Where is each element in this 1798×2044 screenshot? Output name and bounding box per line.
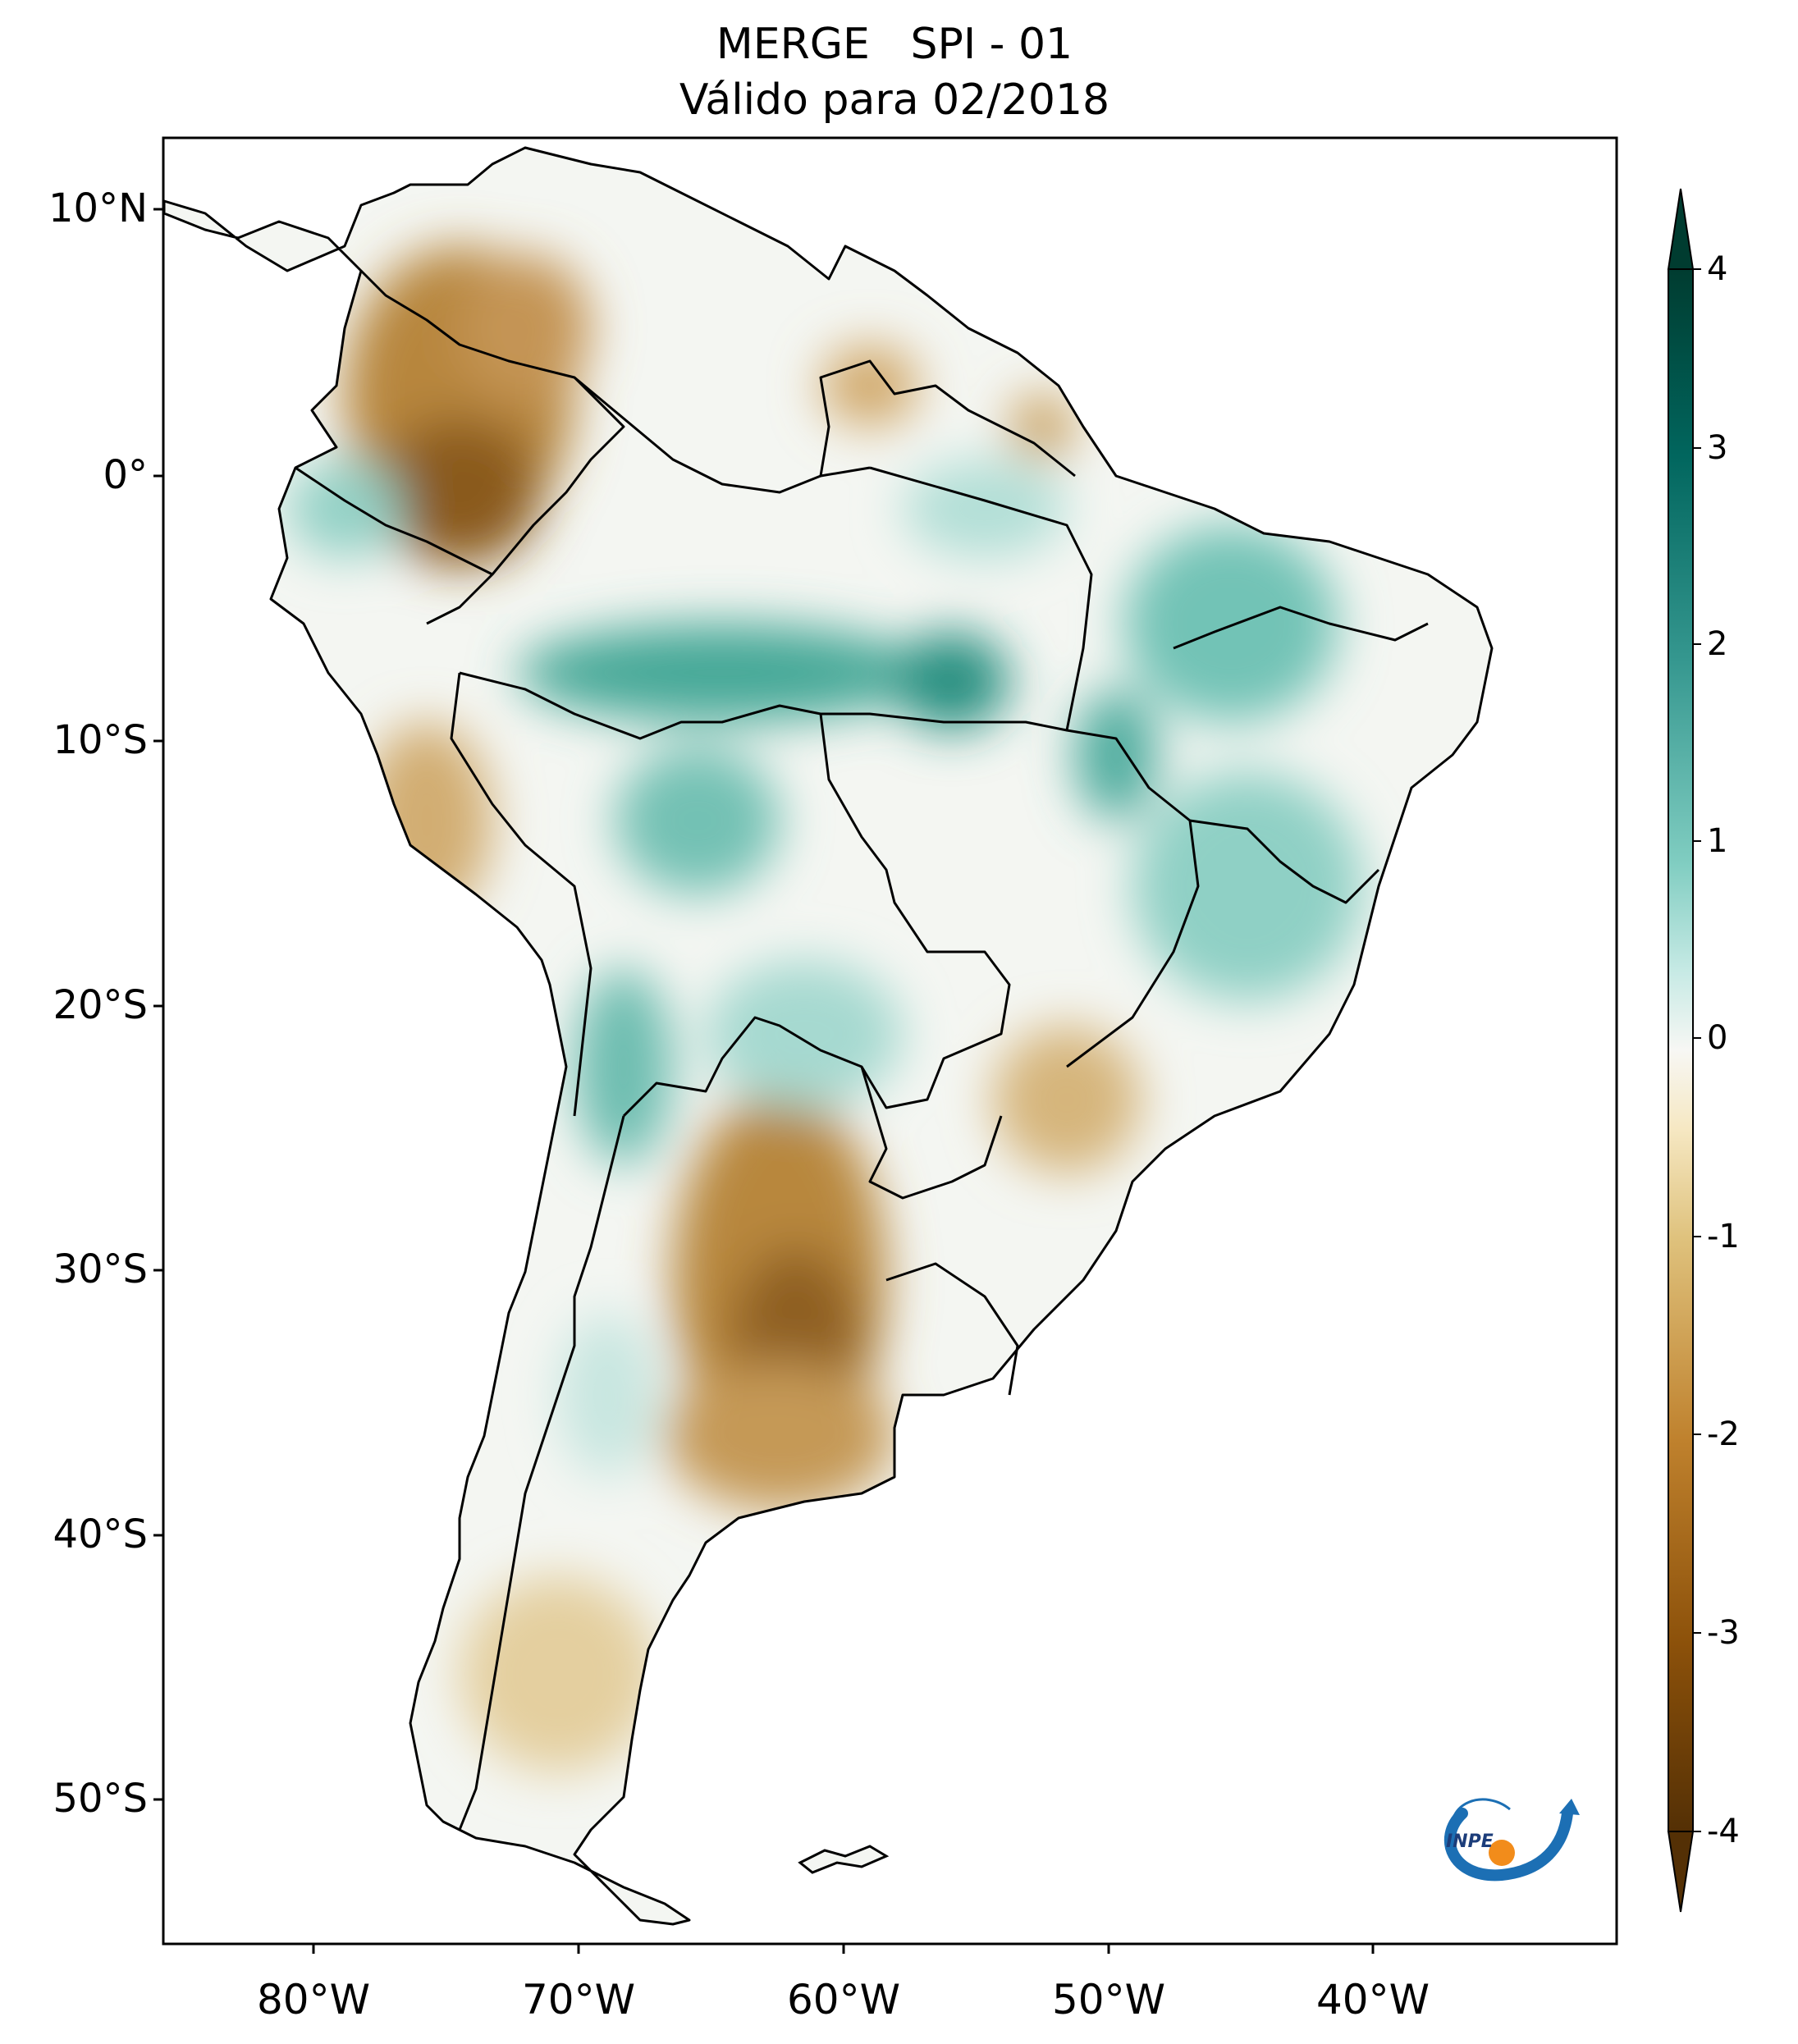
lat-label-0: 0° (103, 452, 148, 498)
axis-ticks (153, 208, 1375, 1954)
map-frame (162, 136, 1618, 1946)
inpe-logo-text: INPE (1446, 1831, 1494, 1852)
lat-label-10s: 10°S (53, 717, 148, 763)
colorbar-tick-label: -1 (1707, 1218, 1740, 1255)
lat-label-10n: 10°N (48, 185, 148, 231)
inpe-logo (1443, 1798, 1580, 1882)
colorbar-tick-label: 3 (1707, 429, 1728, 467)
colorbar (1667, 188, 1701, 1913)
lon-label-50w: 50°W (1051, 1976, 1166, 2023)
colorbar-tick-label: -4 (1707, 1813, 1740, 1850)
lat-label-50s: 50°S (53, 1776, 148, 1822)
lon-label-40w: 40°W (1315, 1976, 1430, 2023)
colorbar-tick-label: -2 (1707, 1415, 1740, 1453)
colorbar-tick-label: 0 (1707, 1019, 1728, 1057)
lat-label-40s: 40°S (53, 1511, 148, 1557)
title-line-2: Válido para 02/2018 (679, 75, 1110, 125)
colorbar-tick-label: 2 (1707, 625, 1728, 663)
coastline (163, 146, 1494, 1926)
country-borders (295, 269, 1429, 1831)
lon-label-60w: 60°W (786, 1976, 901, 2023)
lon-label-70w: 70°W (521, 1976, 636, 2023)
title-line-1: MERGE SPI - 01 (716, 20, 1073, 69)
lat-label-20s: 20°S (53, 982, 148, 1028)
colorbar-tick-label: -3 (1707, 1614, 1740, 1652)
colorbar-tick-label: 4 (1707, 250, 1728, 288)
lat-label-30s: 30°S (53, 1246, 148, 1292)
colorbar-tick-label: 1 (1707, 822, 1728, 860)
lon-label-80w: 80°W (256, 1976, 371, 2023)
